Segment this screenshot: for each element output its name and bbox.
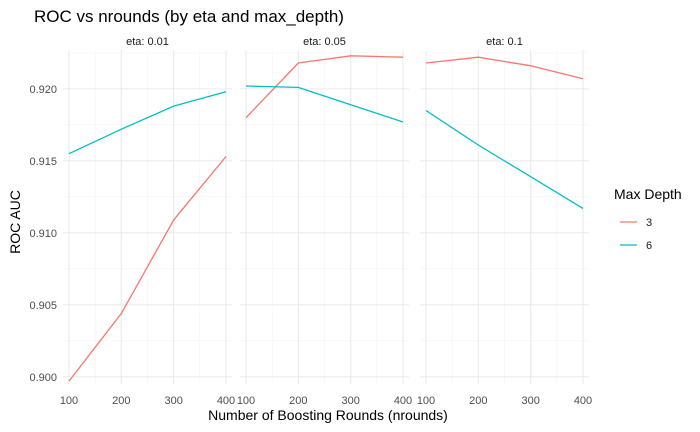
chart-title: ROC vs nrounds (by eta and max_depth) [34, 7, 344, 26]
facet-strip-label: eta: 0.05 [303, 36, 346, 48]
x-tick-label: 300 [164, 395, 182, 407]
y-axis-title: ROC AUC [7, 190, 23, 254]
x-axis-title: Number of Boosting Rounds (nrounds) [208, 407, 448, 423]
series-line-depth-6 [425, 109, 584, 209]
legend-label: 3 [646, 217, 652, 229]
y-tick-label: 0.905 [29, 300, 57, 312]
facet-strip-label: eta: 0.1 [486, 36, 523, 48]
y-axis-ticks: 0.900 0.905 0.910 0.915 0.920 [29, 84, 57, 384]
facet-panel: eta: 0.1 100 200 300 400 [417, 36, 592, 407]
x-tick-label: 300 [521, 395, 539, 407]
x-tick-label: 200 [112, 395, 130, 407]
x-tick-label: 200 [289, 395, 307, 407]
facet-strip-label: eta: 0.01 [126, 36, 169, 48]
series-line-depth-3 [245, 55, 404, 119]
series-line-depth-6 [68, 91, 227, 155]
series-line-depth-3 [425, 56, 584, 80]
y-tick-label: 0.910 [29, 228, 57, 240]
y-tick-label: 0.900 [29, 372, 57, 384]
legend-label: 6 [646, 240, 652, 252]
legend: Max Depth 3 6 [614, 186, 682, 252]
x-tick-label: 400 [394, 395, 412, 407]
series-line-depth-6 [245, 85, 404, 123]
x-tick-label: 400 [574, 395, 592, 407]
x-tick-label: 200 [469, 395, 487, 407]
facet-panel: eta: 0.01 100 200 300 400 [60, 36, 235, 407]
facet-panels: eta: 0.01 100 200 300 400 eta: 0.05 100 200 300 4… [60, 36, 592, 407]
x-tick-label: 300 [341, 395, 359, 407]
y-tick-label: 0.920 [29, 84, 57, 96]
legend-title: Max Depth [614, 186, 682, 202]
x-tick-label: 400 [217, 395, 235, 407]
series-line-depth-3 [68, 156, 227, 382]
x-tick-label: 100 [60, 395, 78, 407]
x-tick-label: 100 [417, 395, 435, 407]
y-tick-label: 0.915 [29, 156, 57, 168]
x-tick-label: 100 [237, 395, 255, 407]
facet-panel: eta: 0.05 100 200 300 400 [237, 36, 412, 407]
